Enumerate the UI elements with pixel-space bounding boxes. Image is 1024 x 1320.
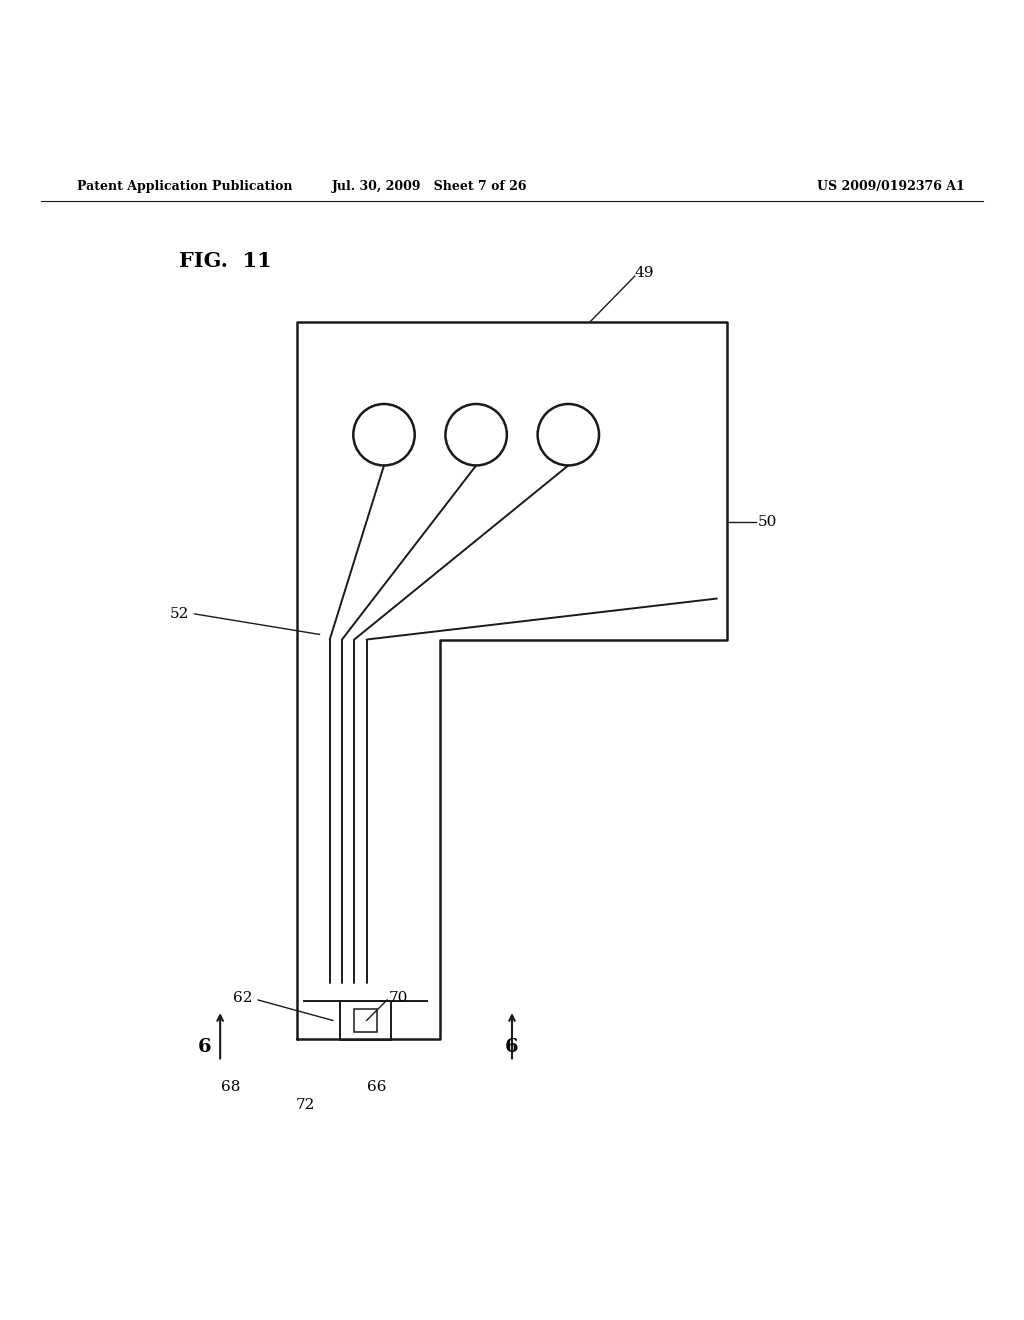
Text: 72: 72 <box>296 1098 314 1113</box>
Text: 66: 66 <box>367 1080 387 1094</box>
Text: 49: 49 <box>635 265 654 280</box>
Text: 68: 68 <box>221 1080 240 1094</box>
Text: Patent Application Publication: Patent Application Publication <box>77 181 292 194</box>
Text: 52: 52 <box>170 607 189 620</box>
Bar <box>340 1001 391 1040</box>
Text: Jul. 30, 2009   Sheet 7 of 26: Jul. 30, 2009 Sheet 7 of 26 <box>333 181 527 194</box>
Text: FIG.  11: FIG. 11 <box>179 251 272 271</box>
Text: US 2009/0192376 A1: US 2009/0192376 A1 <box>817 181 965 194</box>
Text: 6: 6 <box>505 1038 519 1056</box>
Text: 70: 70 <box>389 991 409 1005</box>
Text: 50: 50 <box>758 515 777 529</box>
Bar <box>354 1010 377 1032</box>
Text: 6: 6 <box>198 1038 212 1056</box>
Text: 62: 62 <box>233 991 253 1005</box>
